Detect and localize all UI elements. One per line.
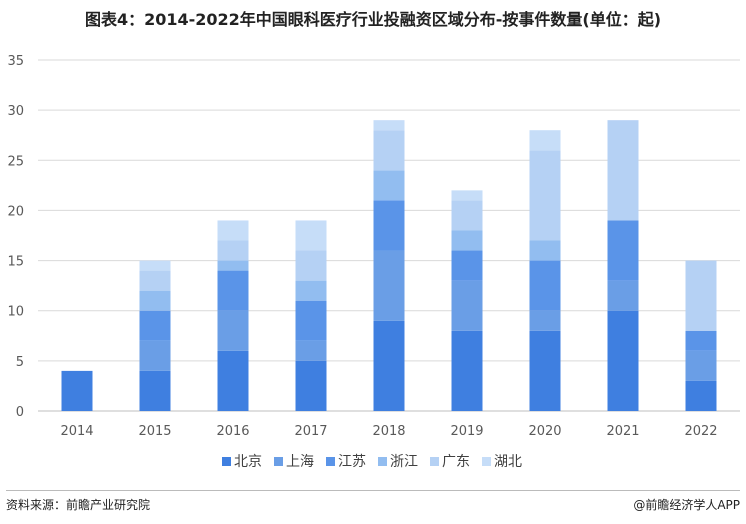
bar-segment: [451, 280, 483, 331]
source-note: 资料来源：前瞻产业研究院: [6, 498, 151, 512]
x-tick-label: 2018: [372, 424, 405, 439]
bar-segment: [451, 330, 483, 411]
bar-segment: [451, 190, 483, 201]
y-tick-label: 10: [7, 305, 24, 320]
bar-segment: [607, 220, 639, 281]
footer-divider: [6, 490, 740, 491]
bar-segment: [295, 360, 327, 411]
bar-segment: [139, 260, 171, 271]
bar-segment: [529, 130, 561, 151]
bar-segment: [295, 280, 327, 301]
x-axis: 2014 2015 2016 2017 2018 2019 2020 2021 2022: [60, 424, 717, 439]
bar-segment: [217, 260, 249, 271]
bar-segment: [607, 310, 639, 411]
bar-segment: [607, 120, 639, 221]
y-tick-label: 15: [7, 255, 24, 270]
legend-label: 浙江: [390, 454, 418, 470]
legend-swatch: [274, 457, 283, 466]
legend-label: 江苏: [338, 454, 366, 470]
bar-segment: [451, 250, 483, 281]
bar-segment: [529, 310, 561, 331]
x-tick-label: 2021: [606, 424, 639, 439]
x-tick-label: 2015: [138, 424, 171, 439]
bar-segment: [139, 270, 171, 291]
y-tick-label: 35: [7, 54, 24, 69]
legend-label: 北京: [234, 454, 262, 470]
bar-segment: [217, 310, 249, 351]
legend-label: 广东: [442, 454, 470, 470]
bar-segment: [373, 250, 405, 321]
bar-segment: [295, 300, 327, 341]
legend-label: 上海: [286, 454, 314, 470]
x-tick-label: 2017: [294, 424, 327, 439]
bars: [61, 120, 717, 411]
bar-segment: [529, 240, 561, 261]
x-tick-label: 2014: [60, 424, 93, 439]
bar-segment: [685, 330, 717, 351]
legend-label: 湖北: [494, 454, 522, 470]
y-tick-label: 5: [16, 355, 24, 370]
bar-segment: [451, 230, 483, 251]
x-tick-label: 2019: [450, 424, 483, 439]
bar-segment: [529, 330, 561, 411]
bar-segment: [373, 320, 405, 411]
bar-segment: [217, 240, 249, 261]
bar-segment: [295, 250, 327, 281]
legend-swatch: [222, 457, 231, 466]
bar-segment: [685, 260, 717, 331]
y-tick-label: 25: [7, 154, 24, 169]
bar-segment: [685, 350, 717, 381]
bar-segment: [217, 350, 249, 411]
y-tick-label: 20: [7, 204, 24, 219]
bar-segment: [529, 150, 561, 241]
bar-segment: [685, 380, 717, 411]
bar-segment: [139, 370, 171, 411]
bar-segment: [295, 340, 327, 361]
bar-segment: [373, 130, 405, 171]
brand-label: @前瞻经济学人APP: [633, 498, 740, 512]
bar-segment: [217, 270, 249, 311]
x-tick-label: 2020: [528, 424, 561, 439]
legend-swatch: [430, 457, 439, 466]
bar-segment: [373, 120, 405, 131]
legend-swatch: [378, 457, 387, 466]
bar-segment: [607, 280, 639, 311]
legend: 北京 上海 江苏 浙江 广东 湖北: [222, 454, 522, 470]
bar-segment: [139, 340, 171, 371]
bar-segment: [373, 200, 405, 251]
bar-segment: [139, 290, 171, 311]
x-tick-label: 2022: [684, 424, 717, 439]
legend-swatch: [326, 457, 335, 466]
x-tick-label: 2016: [216, 424, 249, 439]
bar-segment: [295, 220, 327, 251]
bar-segment: [61, 370, 93, 411]
bar-segment: [139, 310, 171, 341]
bar-segment: [217, 220, 249, 241]
bar-segment: [529, 260, 561, 311]
y-axis: 0 5 10 15 20 25 30 35: [7, 54, 24, 420]
bar-segment: [373, 170, 405, 201]
bar-segment: [451, 200, 483, 231]
y-tick-label: 30: [7, 104, 24, 119]
chart-title: 图表4：2014-2022年中国眼科医疗行业投融资区域分布-按事件数量(单位：起…: [84, 10, 662, 29]
legend-swatch: [482, 457, 491, 466]
y-tick-label: 0: [16, 405, 24, 420]
